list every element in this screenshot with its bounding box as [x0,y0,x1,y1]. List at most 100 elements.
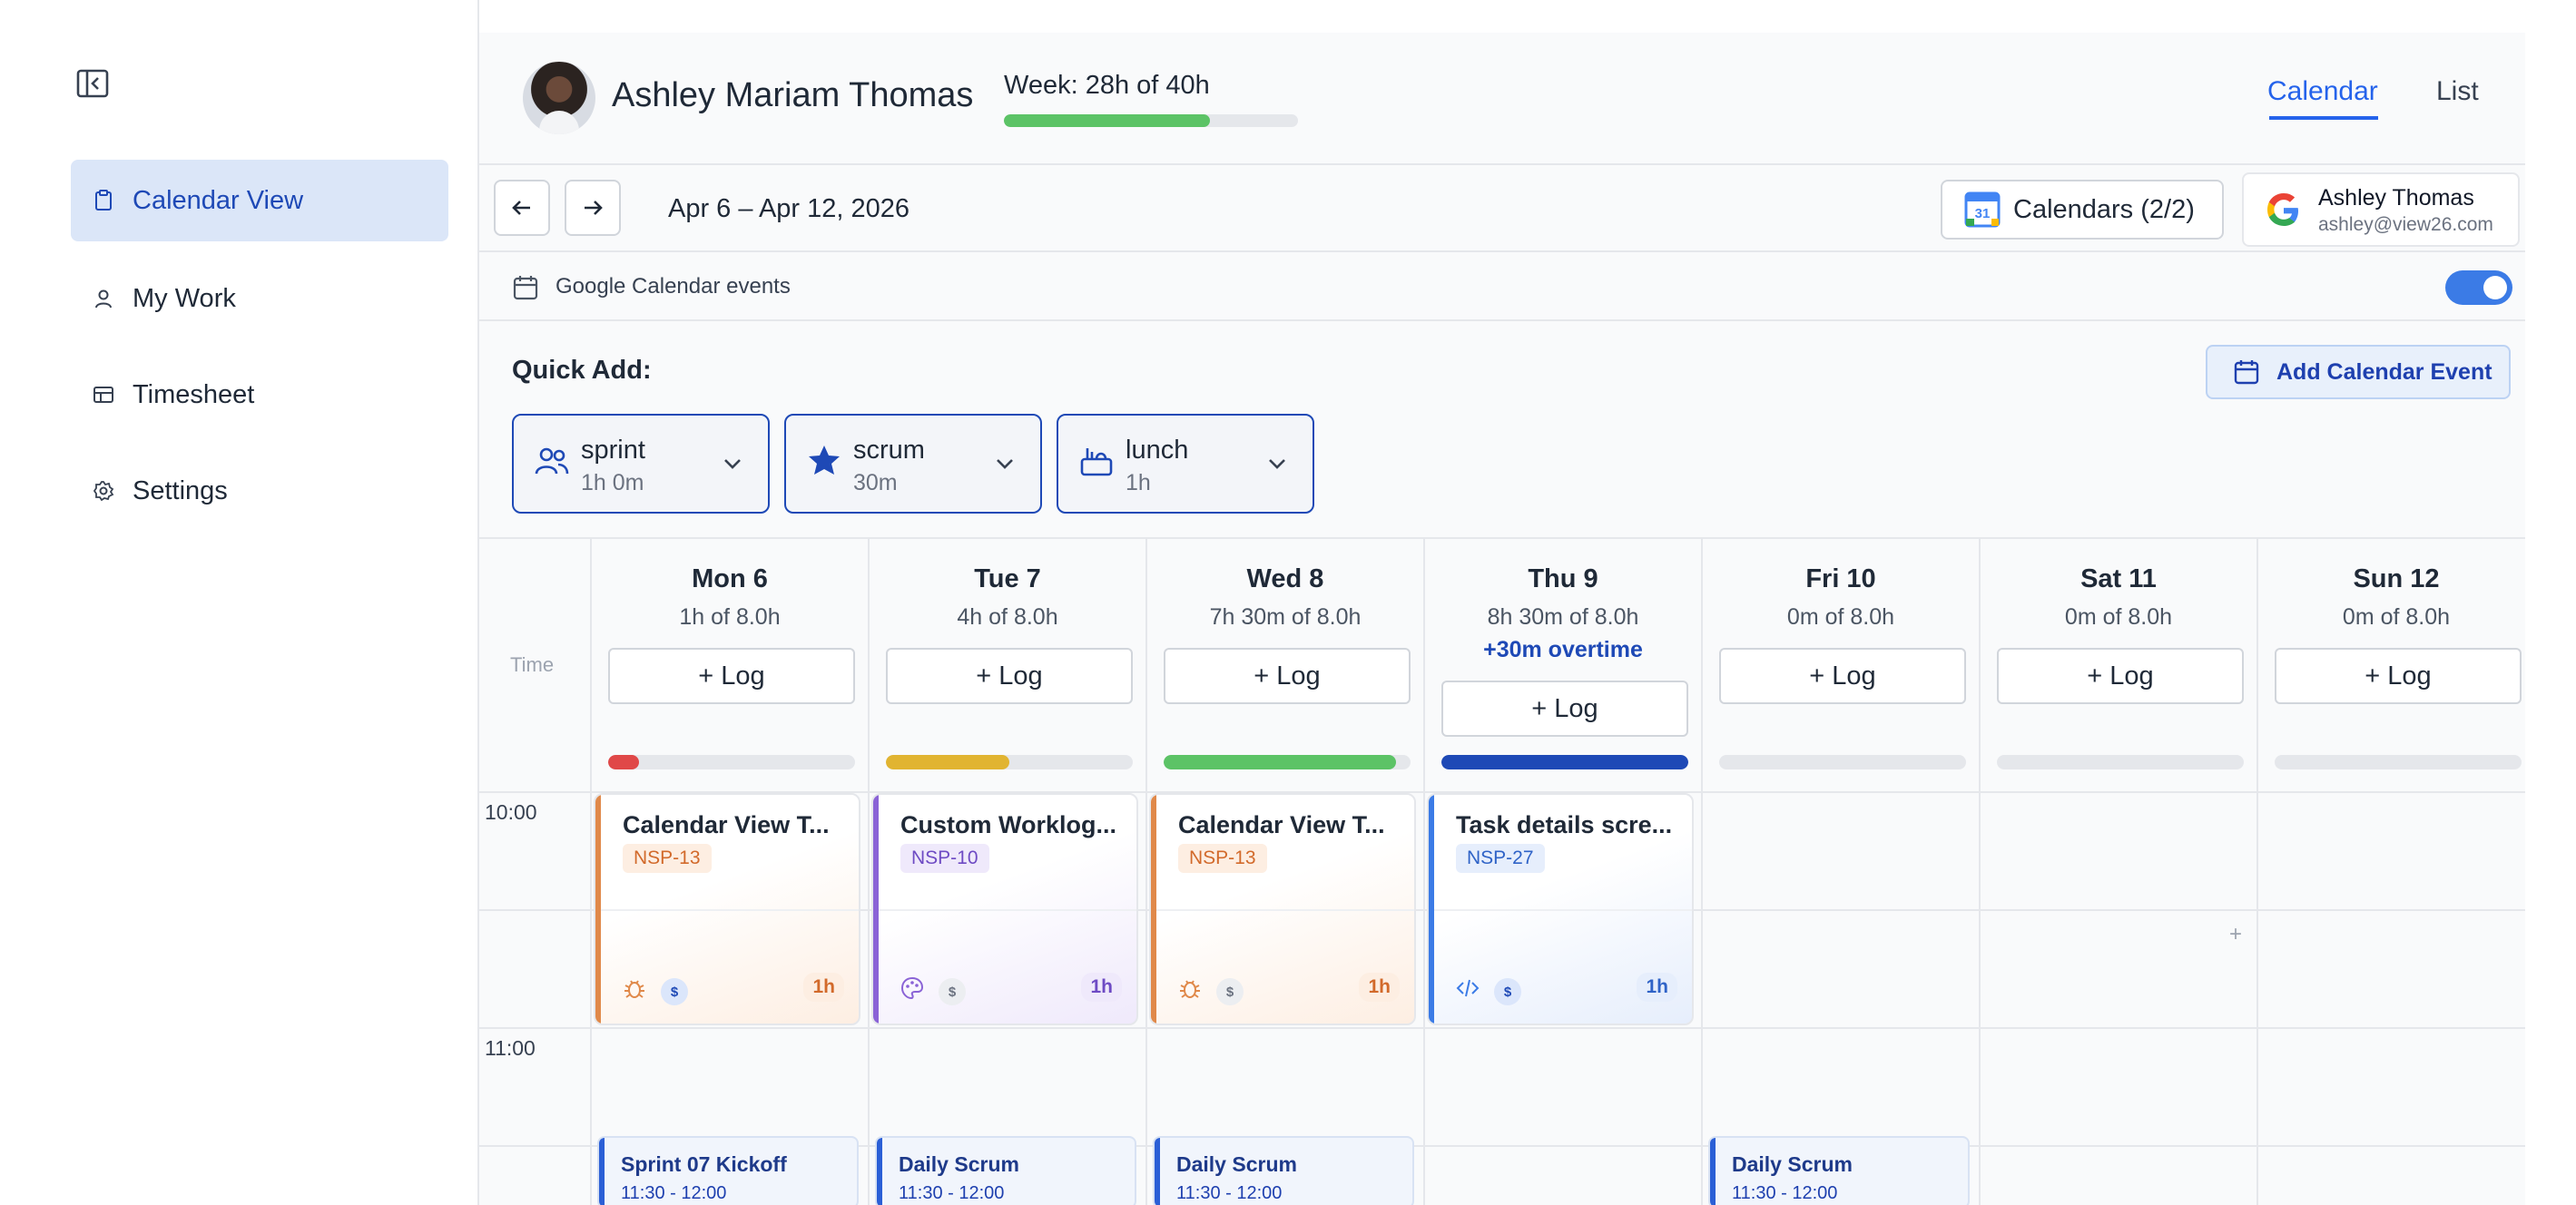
user-icon [93,288,114,309]
billable-badge: $ [1494,978,1521,1005]
quick-add-name: lunch [1126,436,1189,465]
star-icon [809,446,840,475]
log-button[interactable]: + Log [2275,648,2522,704]
day-header: Fri 10 0m of 8.0h + Log [1701,539,1979,791]
google-account-name: Ashley Thomas [2318,185,2474,211]
worklog-card[interactable]: Calendar View T... NSP-13 $1h [1149,793,1416,1025]
meeting-title: Daily Scrum [1732,1152,1853,1176]
log-button[interactable]: + Log [1997,648,2244,704]
tab-calendar[interactable]: Calendar [2267,76,2378,106]
date-range: Apr 6 – Apr 12, 2026 [668,194,910,223]
log-button[interactable]: + Log [608,648,855,704]
chevron-down-icon[interactable] [1265,452,1289,475]
calendar-icon [513,276,538,300]
quick-add-duration: 30m [853,470,898,495]
google-logo-icon [2267,193,2298,226]
calendars-label: Calendars (2/2) [2013,194,2195,224]
day-header: Thu 9 8h 30m of 8.0h +30m overtime + Log [1423,539,1701,791]
issue-key: NSP-13 [1178,844,1267,873]
billable-badge: $ [1216,978,1244,1005]
add-cell-icon[interactable]: + [2229,922,2243,946]
log-button[interactable]: + Log [1164,648,1411,704]
day-name: Thu 9 [1528,564,1598,593]
clipboard-icon [93,190,114,211]
quick-add-scrum[interactable]: scrum 30m [784,414,1042,514]
bug-icon [1178,976,1202,1000]
meeting-card[interactable]: Daily Scrum 11:30 - 12:00 [1153,1136,1414,1205]
column-divider [1979,791,1981,1205]
duration-badge: 1h [803,973,844,1002]
column-divider [1423,791,1425,1205]
meeting-time: 11:30 - 12:00 [1732,1183,1838,1203]
sidebar-item-timesheet[interactable]: Timesheet [71,354,448,436]
meeting-time: 11:30 - 12:00 [1176,1183,1283,1203]
prev-week-button[interactable] [494,180,550,236]
sidebar-collapse-icon[interactable] [76,69,109,98]
chevron-down-icon[interactable] [993,452,1017,475]
google-account-button[interactable]: Ashley Thomas ashley@view26.com [2242,172,2520,247]
calendars-button[interactable]: 31 Calendars (2/2) [1941,180,2224,240]
log-button[interactable]: + Log [1441,681,1688,737]
quick-add-name: scrum [853,436,925,465]
worklog-card[interactable]: Task details scre... NSP-27 $1h [1427,793,1694,1025]
meeting-card[interactable]: Daily Scrum 11:30 - 12:00 [1708,1136,1970,1205]
google-events-toggle[interactable] [2445,270,2512,305]
arrow-right-icon [585,201,603,215]
column-divider [2256,791,2258,1205]
day-header: Mon 6 1h of 8.0h + Log [590,539,868,791]
column-divider [590,791,592,1205]
meeting-card[interactable]: Daily Scrum 11:30 - 12:00 [875,1136,1136,1205]
avatar [523,62,595,134]
user-name: Ashley Mariam Thomas [612,76,974,114]
worklog-title: Task details scre... [1456,811,1673,838]
table-icon [93,384,114,406]
worklog-card[interactable]: Custom Worklog... NSP-10 $1h [871,793,1138,1025]
day-progress-bar [1164,755,1411,769]
column-divider [868,791,870,1205]
log-button[interactable]: + Log [886,648,1133,704]
column-divider [1701,791,1703,1205]
worklog-accent [873,795,879,1024]
worklog-accent [1151,795,1156,1024]
week-grid: Time Mon 6 1h of 8.0h + Log Tue 7 4h of 8.0h… [479,537,2525,1205]
meeting-accent [1155,1138,1160,1205]
quick-add-name: sprint [581,436,645,465]
meeting-title: Daily Scrum [899,1152,1019,1176]
issue-key: NSP-10 [900,844,989,873]
issue-key: NSP-13 [623,844,712,873]
tab-list[interactable]: List [2436,76,2479,106]
meeting-accent [877,1138,882,1205]
day-progress-bar [1997,755,2244,769]
meeting-accent [1710,1138,1716,1205]
day-progress-fill [886,755,1009,769]
quick-add-lunch[interactable]: lunch 1h [1057,414,1314,514]
day-summary: 1h of 8.0h [679,604,781,630]
chevron-down-icon[interactable] [721,452,744,475]
sidebar-item-calendar-view[interactable]: Calendar View [71,160,448,241]
week-summary: Week: 28h of 40h [1004,71,1210,100]
day-name: Fri 10 [1805,564,1876,593]
day-header: Wed 8 7h 30m of 8.0h + Log [1145,539,1423,791]
calendar-icon [2234,360,2259,385]
next-week-button[interactable] [565,180,621,236]
day-progress-bar [1441,755,1688,769]
users-icon [535,447,569,475]
day-progress-bar [2275,755,2522,769]
billable-badge: $ [939,978,966,1005]
week-progress-fill [1004,114,1210,127]
sidebar-item-my-work[interactable]: My Work [71,258,448,339]
quick-add-sprint[interactable]: sprint 1h 0m [512,414,770,514]
log-button[interactable]: + Log [1719,648,1966,704]
day-progress-fill [1441,755,1688,769]
meeting-card[interactable]: Sprint 07 Kickoff 11:30 - 12:00 [597,1136,859,1205]
sidebar-item-settings[interactable]: Settings [71,450,448,532]
worklog-card[interactable]: Calendar View T... NSP-13 $1h [594,793,860,1025]
meeting-title: Sprint 07 Kickoff [621,1152,787,1176]
duration-badge: 1h [1081,973,1122,1002]
add-calendar-event-button[interactable]: Add Calendar Event [2206,345,2511,399]
row-divider [479,1027,2525,1029]
code-icon [1456,976,1480,1000]
day-name: Tue 7 [974,564,1041,593]
quick-add-duration: 1h 0m [581,470,644,495]
day-progress-bar [608,755,855,769]
